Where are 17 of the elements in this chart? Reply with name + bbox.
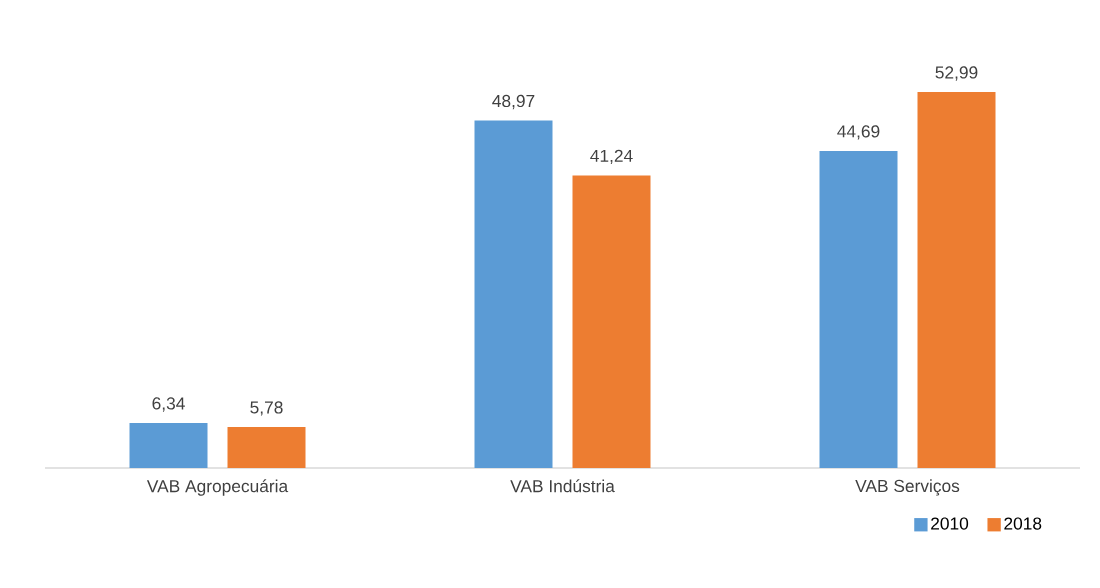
legend-label: 2018 — [1004, 517, 1042, 530]
legend-label: 2010 — [931, 517, 969, 530]
bar — [227, 426, 306, 468]
x-tick-label: VAB Indústria — [510, 479, 615, 493]
data-label: 5,78 — [250, 401, 283, 416]
x-tick-label: VAB Agropecuária — [146, 479, 289, 496]
bar — [917, 92, 996, 468]
data-label: 44,69 — [837, 125, 880, 140]
data-label: 48,97 — [492, 94, 535, 110]
x-tick-label: VAB Serviços — [855, 479, 960, 496]
bar — [819, 150, 898, 468]
bar — [129, 423, 208, 468]
data-label: 6,34 — [152, 397, 185, 412]
data-label: 41,24 — [590, 149, 633, 165]
bar — [572, 175, 651, 468]
bar — [474, 120, 553, 468]
data-label: 52,99 — [935, 66, 978, 81]
